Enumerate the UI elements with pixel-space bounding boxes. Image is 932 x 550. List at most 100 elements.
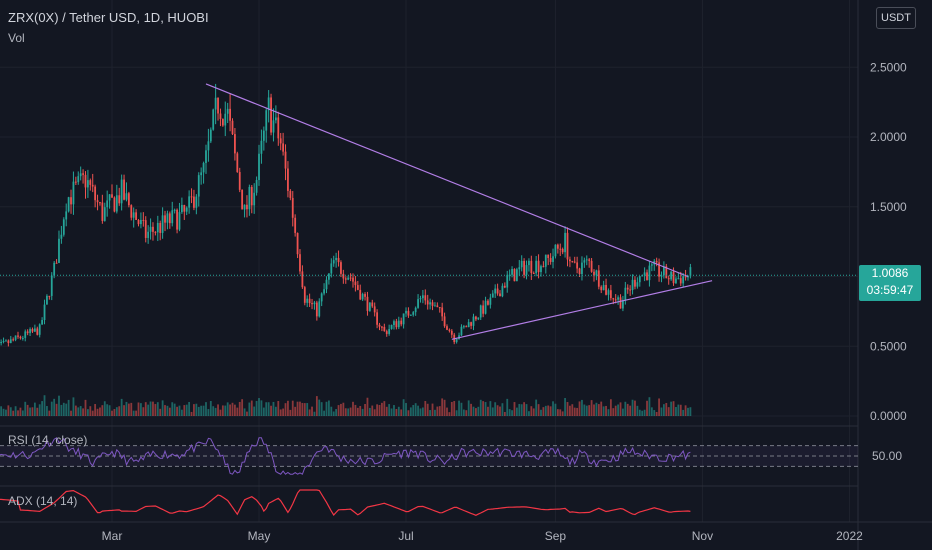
last-price-tag: 1.0086 03:59:47 — [859, 265, 921, 301]
volume-bar — [682, 409, 685, 416]
candle-body — [484, 300, 487, 314]
candle-body — [648, 265, 651, 281]
candle-body — [21, 337, 24, 339]
volume-bar — [132, 410, 135, 416]
volume-bar — [376, 404, 378, 416]
volume-bar — [21, 410, 24, 416]
candle-body — [243, 204, 246, 210]
candle-body — [9, 339, 12, 344]
volume-bar — [137, 402, 140, 416]
volume-bar — [523, 402, 526, 416]
candle-body — [482, 305, 485, 314]
rsi-line — [0, 437, 691, 475]
volume-bar — [311, 406, 313, 416]
volume-bar — [144, 402, 147, 416]
volume-bar — [337, 405, 340, 416]
volume-bar — [662, 404, 665, 416]
candle-body — [426, 300, 429, 305]
currency-button[interactable]: USDT — [876, 7, 916, 29]
adx-legend[interactable]: ADX (14, 14) — [8, 494, 78, 508]
candle-body — [55, 262, 58, 264]
volume-bar — [643, 409, 646, 416]
candle-body — [684, 276, 687, 278]
candle-body — [547, 254, 550, 259]
candle-body — [197, 175, 200, 197]
volume-bar — [125, 401, 128, 416]
volume-legend[interactable]: Vol — [8, 31, 25, 45]
volume-bar — [258, 398, 260, 416]
volume-bar — [417, 405, 419, 416]
candle-body — [31, 329, 34, 332]
volume-bar — [217, 404, 219, 416]
volume-bar — [5, 409, 7, 416]
candle-body — [103, 207, 106, 221]
candle-body — [60, 234, 63, 239]
volume-bar — [508, 409, 511, 416]
volume-bar — [77, 407, 80, 416]
candle-body — [470, 322, 472, 326]
candle-body — [166, 213, 169, 223]
volume-bar — [472, 406, 475, 416]
volume-bar — [607, 409, 610, 416]
candle-body — [455, 339, 458, 343]
volume-bar — [537, 404, 540, 416]
candle-body — [528, 260, 530, 266]
candle-body — [614, 299, 617, 301]
candle-body — [65, 211, 68, 220]
candle-body — [115, 195, 118, 212]
candle-body — [144, 220, 147, 238]
candle-body — [279, 138, 282, 144]
time-tick-label: Jul — [398, 529, 413, 543]
candle-body — [306, 298, 309, 303]
candle-body — [62, 219, 65, 235]
volume-bar — [569, 405, 571, 416]
candle-body — [260, 140, 263, 154]
symbol-title[interactable]: ZRX(0X) / Tether USD, 1D, HUOBI — [8, 10, 209, 25]
volume-bar — [414, 403, 417, 416]
candle-body — [241, 189, 244, 210]
volume-bar — [294, 406, 297, 416]
candle-body — [101, 202, 104, 221]
rsi-legend[interactable]: RSI (14, close) — [8, 433, 88, 447]
candle-body — [597, 270, 600, 287]
candle-body — [578, 268, 581, 274]
volume-bar — [188, 401, 191, 416]
volume-bar — [248, 402, 251, 416]
candle-body — [393, 321, 395, 325]
candle-body — [489, 297, 492, 305]
price-tick-label: 0.0000 — [870, 409, 907, 423]
candle-body — [689, 267, 692, 276]
volume-bar — [530, 406, 533, 416]
volume-bar — [672, 401, 675, 416]
candle-body — [205, 150, 207, 163]
volume-bar — [262, 407, 265, 416]
candle-body — [658, 262, 660, 277]
candle-body — [434, 305, 436, 307]
volume-bar — [462, 409, 465, 416]
volume-bar — [371, 405, 374, 416]
candle-body — [26, 331, 29, 334]
candle-body — [424, 295, 427, 301]
candle-body — [77, 176, 80, 183]
volume-bar — [597, 404, 600, 416]
volume-bar — [320, 402, 323, 416]
volume-bar — [677, 404, 680, 416]
volume-bar — [202, 405, 205, 416]
candle-body — [173, 209, 176, 211]
volume-bar — [429, 410, 432, 416]
volume-bar — [260, 400, 263, 416]
volume-bar — [41, 401, 44, 416]
candle-body — [665, 266, 668, 279]
candle-body — [82, 173, 84, 175]
candle-body — [96, 200, 99, 203]
candle-body — [619, 297, 622, 309]
candle-body — [328, 273, 330, 280]
volume-bar — [101, 405, 104, 416]
candle-body — [381, 326, 383, 328]
candle-body — [140, 219, 142, 225]
candle-body — [378, 324, 381, 327]
candle-body — [250, 186, 253, 206]
volume-bar — [108, 405, 111, 416]
volume-bar — [60, 404, 63, 416]
